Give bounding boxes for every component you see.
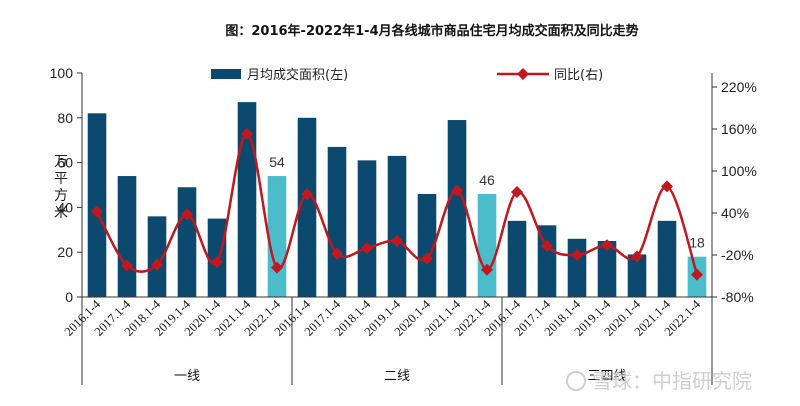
y-left-tick-label: 60 (57, 155, 73, 171)
bar (447, 120, 467, 297)
legend-bar-swatch (211, 69, 241, 79)
bar (477, 193, 497, 297)
yoy-point (91, 205, 103, 218)
y-left-tick-label: 80 (57, 110, 73, 126)
bar (147, 216, 167, 297)
y-right-tick-label: -80% (721, 289, 754, 305)
watermark-text: 雪球：中指研究院 (592, 369, 752, 393)
y-axis-right: -80% -20% 40% 100% 160% 220% (712, 79, 757, 305)
y-right-tick-label: 40% (721, 205, 749, 221)
bar-data-label: 54 (269, 154, 285, 170)
bar (597, 241, 617, 297)
y-axis-left-title: 万 平 方 米 (54, 154, 68, 221)
yoy-point (301, 188, 313, 201)
bar (87, 113, 107, 297)
yoy-point (331, 247, 343, 260)
yoy-point (421, 252, 433, 265)
bar (657, 220, 677, 297)
yoy-point (121, 259, 133, 272)
bar (507, 220, 527, 297)
line-series (91, 127, 703, 281)
bar (537, 225, 557, 297)
yoy-point (271, 261, 283, 274)
y-left-tick-label: 0 (65, 289, 73, 305)
legend-line-marker (517, 68, 529, 80)
bar (297, 117, 317, 297)
y-right-tick-label: -20% (721, 247, 754, 263)
watermark-logo-icon (566, 371, 586, 391)
bar (267, 176, 287, 297)
bar (357, 160, 377, 297)
yoy-point (211, 256, 223, 268)
bar-series (87, 102, 707, 298)
ylabel-char-1: 万 (54, 154, 68, 170)
y-left-tick-label: 40 (57, 199, 73, 215)
yoy-point (241, 127, 253, 140)
bar (237, 102, 257, 298)
legend-line-label: 同比(右) (554, 68, 603, 83)
yoy-point (661, 180, 673, 193)
yoy-point (181, 208, 193, 221)
y-left-tick-label: 20 (57, 244, 73, 260)
bar (387, 155, 407, 297)
bar (117, 176, 137, 297)
legend: 月均成交面积(左) 同比(右) (211, 67, 603, 83)
yoy-point (541, 239, 553, 252)
group-label: 一线 (174, 369, 200, 384)
bar (627, 254, 647, 297)
y-right-tick-label: 100% (721, 163, 757, 179)
group-label: 三四线 (587, 369, 626, 384)
ylabel-char-3: 方 (54, 188, 68, 204)
bar (417, 193, 437, 297)
yoy-point (361, 242, 373, 254)
yoy-point (601, 239, 613, 252)
watermark: 雪球：中指研究院 (566, 369, 752, 393)
bar-data-label: 46 (479, 172, 495, 188)
yoy-point (631, 250, 643, 263)
bar (567, 238, 587, 297)
group-label: 二线 (384, 369, 410, 384)
data-labels: 54 46 18 (269, 154, 705, 251)
bar (327, 146, 347, 297)
bar-data-label: 18 (689, 235, 705, 251)
yoy-point (571, 249, 583, 261)
yoy-point (151, 258, 163, 271)
yoy-point (451, 184, 463, 197)
legend-bar-label: 月均成交面积(左) (247, 67, 348, 83)
yoy-point (691, 268, 703, 281)
y-left-tick-label: 100 (50, 65, 74, 81)
bar (177, 187, 197, 297)
ylabel-char-4: 米 (54, 205, 68, 221)
y-right-tick-label: 160% (721, 121, 757, 137)
yoy-point (391, 235, 403, 247)
y-axis-left: 0 20 40 60 80 100 (50, 65, 82, 305)
yoy-point (481, 263, 493, 276)
ylabel-char-2: 平 (54, 171, 68, 187)
yoy-point (511, 186, 523, 198)
y-right-tick-label: 220% (721, 79, 757, 95)
chart-title: 图：2016年-2022年1-4月各线城市商品住宅月均成交面积及同比走势 (225, 23, 638, 39)
